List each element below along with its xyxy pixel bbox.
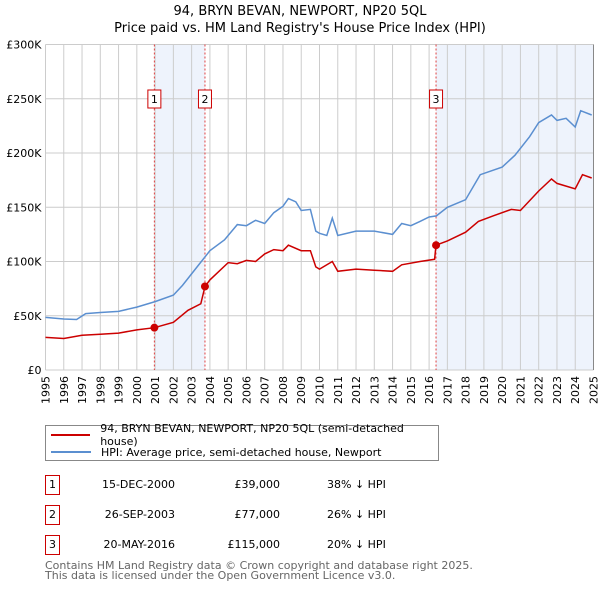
transaction-row: 2 26-SEP-2003 £77,000 26% ↓ HPI — [45, 505, 465, 525]
sale-point — [150, 323, 159, 332]
sale-badge-label: 3 — [433, 93, 440, 106]
x-tick-label: 1999 — [113, 376, 126, 404]
red-line-icon — [51, 434, 91, 436]
x-tick-label: 2006 — [240, 376, 253, 404]
footer-copyright: Contains HM Land Registry data © Crown c… — [45, 559, 473, 572]
legend-item-property: 94, BRYN BEVAN, NEWPORT, NP20 5QL (semi-… — [46, 422, 438, 448]
y-tick-label: £200K — [6, 147, 42, 160]
footer-licence: This data is licensed under the Open Gov… — [45, 569, 396, 582]
x-tick-label: 2019 — [478, 376, 491, 404]
x-tick-label: 2004 — [204, 376, 217, 404]
x-tick-label: 2011 — [332, 376, 345, 404]
x-tick-label: 2020 — [496, 376, 509, 404]
sale-badge — [147, 89, 162, 109]
legend-label: 94, BRYN BEVAN, NEWPORT, NP20 5QL (semi-… — [100, 422, 404, 448]
legend: 94, BRYN BEVAN, NEWPORT, NP20 5QL (semi-… — [45, 422, 439, 461]
x-tick-label: 2017 — [441, 376, 454, 404]
x-tick-label: 2003 — [186, 376, 199, 404]
chart-subtitle: Price paid vs. HM Land Registry's House … — [114, 21, 486, 36]
x-tick-label: 2007 — [259, 376, 272, 404]
sale-price: £77,000 — [234, 508, 281, 521]
x-tick-label: 2012 — [350, 376, 363, 404]
y-tick-label: £0 — [28, 364, 42, 377]
x-tick-label: 2010 — [314, 376, 327, 404]
sale-badge — [429, 89, 444, 109]
sale-date: 15-DEC-2000 — [101, 478, 175, 491]
sale-badge — [197, 89, 212, 109]
x-tick-label: 2024 — [569, 376, 582, 404]
marker-badge: 2 — [45, 505, 60, 525]
x-tick-label: 2005 — [222, 376, 235, 404]
x-tick-label: 2021 — [514, 376, 527, 404]
x-tick-label: 2000 — [131, 376, 144, 404]
x-tick-label: 2008 — [277, 376, 290, 404]
x-tick-label: 2025 — [588, 376, 600, 404]
x-tick-label: 2016 — [423, 376, 436, 404]
x-tick-label: 1995 — [40, 376, 53, 404]
price-chart: 1995 1996 1997 1998 1999 2000 2001 2002 2003 2004… — [6, 39, 600, 405]
sale-badge-label: 1 — [151, 93, 158, 106]
x-tick-label: 2001 — [149, 376, 162, 404]
hpi-diff: 26% ↓ HPI — [327, 508, 386, 521]
x-tick-label: 2015 — [405, 376, 418, 404]
sale-point — [200, 282, 209, 291]
sale-price: £115,000 — [227, 538, 281, 551]
x-tick-label: 2013 — [368, 376, 381, 404]
marker-badge: 3 — [45, 535, 60, 555]
footer: Contains HM Land Registry data © Crown c… — [45, 559, 473, 582]
x-tick-label: 2023 — [551, 376, 564, 404]
x-tick-label: 2002 — [167, 376, 180, 404]
chart-title: 94, BRYN BEVAN, NEWPORT, NP20 5QL — [173, 4, 427, 19]
x-tick-label: 2014 — [387, 376, 400, 404]
x-tick-label: 2009 — [295, 376, 308, 404]
sale-price: £39,000 — [234, 478, 281, 491]
x-tick-label: 2022 — [533, 376, 546, 404]
y-tick-label: £100K — [6, 256, 42, 269]
series-line — [45, 173, 592, 340]
marker-badge: 1 — [45, 475, 60, 495]
x-tick-label: 1996 — [58, 376, 71, 404]
y-tick-label: £250K — [6, 93, 42, 106]
sale-date: 26-SEP-2003 — [104, 508, 175, 521]
sale-point — [432, 241, 441, 250]
legend-item-hpi: HPI: Average price, semi-detached house,… — [46, 444, 381, 460]
blue-line-icon — [51, 451, 91, 453]
sale-badge-label: 2 — [201, 93, 208, 106]
y-tick-label: £300K — [6, 39, 42, 52]
y-tick-label: £150K — [6, 201, 42, 214]
y-tick-label: £50K — [13, 310, 42, 323]
x-tick-label: 1998 — [94, 376, 107, 404]
hpi-diff: 20% ↓ HPI — [327, 538, 386, 551]
x-tick-label: 1997 — [76, 376, 89, 404]
legend-label: HPI: Average price, semi-detached house,… — [101, 445, 382, 459]
series-line — [45, 109, 592, 321]
x-tick-label: 2018 — [460, 376, 473, 404]
hpi-diff: 38% ↓ HPI — [327, 478, 386, 491]
transaction-row: 3 20-MAY-2016 £115,000 20% ↓ HPI — [45, 535, 465, 555]
transaction-row: 1 15-DEC-2000 £39,000 38% ↓ HPI — [45, 475, 465, 495]
sale-date: 20-MAY-2016 — [103, 538, 175, 551]
